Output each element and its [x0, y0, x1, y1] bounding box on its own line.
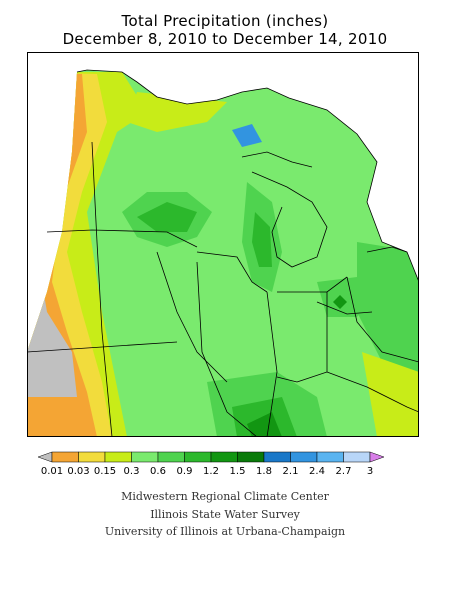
legend-label: 2.4 — [309, 466, 325, 477]
credit-uiuc: University of Illinois at Urbana-Champai… — [104, 525, 346, 538]
legend-label: 2.7 — [336, 466, 352, 477]
precip-zone-1.5-oh — [333, 295, 347, 309]
legend-swatch — [263, 451, 291, 463]
credit-isws: Illinois State Water Survey — [150, 508, 300, 521]
legend-swatch — [210, 451, 238, 463]
legend-label: 0.9 — [177, 466, 193, 477]
legend-label: 1.5 — [230, 466, 246, 477]
precip-zone-0.9-east — [357, 242, 419, 392]
precip-zone-1.2-mi — [252, 212, 272, 267]
legend-under-arrow — [38, 451, 53, 463]
legend-label: 3 — [367, 466, 373, 477]
state-borders — [27, 69, 419, 437]
map-subtitle: December 8, 2010 to December 14, 2010 — [62, 30, 388, 48]
legend-label: 0.15 — [94, 466, 116, 477]
legend-swatch — [104, 451, 132, 463]
legend-swatch — [343, 451, 371, 463]
legend-label: 0.03 — [67, 466, 89, 477]
precip-zone-2.4-up — [232, 124, 262, 147]
legend-swatch — [237, 451, 265, 463]
legend-label: 0.3 — [124, 466, 140, 477]
legend-swatch — [184, 451, 212, 463]
legend-swatch — [290, 451, 318, 463]
precipitation-map — [27, 52, 419, 437]
legend-swatch — [78, 451, 106, 463]
precipitation-legend: 0.01 0.03 0.15 0.3 0.6 0.9 1.2 1.5 1.8 2.1 2.4 2.7 3 — [38, 451, 385, 477]
legend-label: 0.6 — [150, 466, 166, 477]
legend-label: 0.01 — [41, 466, 63, 477]
legend-swatch — [316, 451, 344, 463]
legend-over-arrow — [369, 451, 385, 463]
legend-label: 1.8 — [256, 466, 272, 477]
legend-swatch — [131, 451, 159, 463]
precip-zone-1.5-south — [247, 412, 282, 437]
precip-zone-0.3-se — [362, 352, 419, 437]
legend-swatch — [157, 451, 185, 463]
credit-mrcc: Midwestern Regional Climate Center — [121, 490, 329, 503]
legend-label: 2.1 — [283, 466, 299, 477]
legend-label: 1.2 — [203, 466, 219, 477]
precip-zone-1.2-wi — [137, 202, 197, 232]
map-title: Total Precipitation (inches) — [121, 12, 329, 30]
legend-swatch — [51, 451, 79, 463]
